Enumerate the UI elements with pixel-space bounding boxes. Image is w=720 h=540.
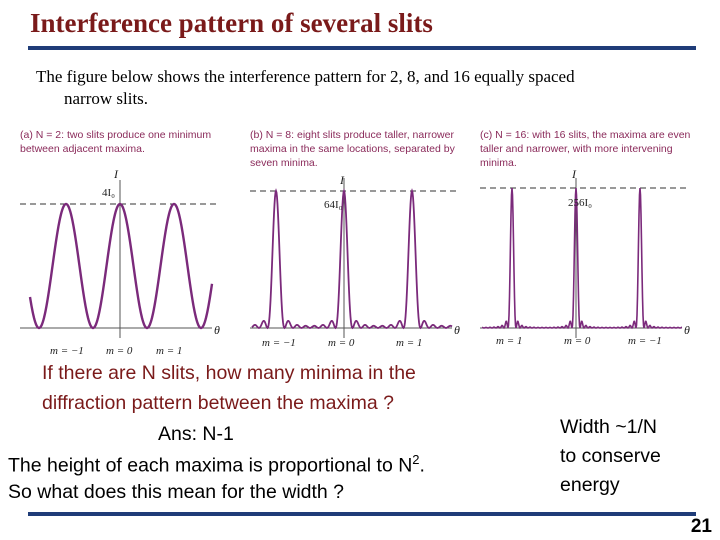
panel-c-peak-label: 256I₀ bbox=[568, 197, 592, 209]
panel-b-tick: m = 1 bbox=[396, 337, 422, 349]
panel-c-tick: m = 1 bbox=[496, 335, 522, 347]
panel-b-peak-label: 64I₀ bbox=[324, 199, 343, 211]
panel-c: (c) N = 16: with 16 slits, the maxima ar… bbox=[476, 128, 698, 360]
panel-c-caption-line: (c) N = 16: with 16 slits, the maxima ar… bbox=[480, 129, 691, 141]
panel-c-tick: m = 0 bbox=[564, 335, 591, 347]
width-question: So what does this mean for the width ? bbox=[8, 481, 345, 503]
panel-b-tick: m = −1 bbox=[262, 337, 296, 349]
side-note-line: to conserve bbox=[560, 445, 661, 467]
panel-a-caption-line: (a) N = 2: two slits produce one minimum bbox=[20, 129, 212, 141]
panel-b-plot: I 64I₀ θ m = −1 m = 0 m = 1 bbox=[250, 173, 460, 349]
panel-b: (b) N = 8: eight slits produce taller, n… bbox=[244, 128, 470, 360]
panel-a-tick: m = 0 bbox=[106, 345, 133, 357]
page-number: 21 bbox=[690, 516, 712, 537]
panel-c-plot: I 256I₀ θ m = 1 m = 0 m = −1 bbox=[480, 167, 690, 347]
height-statement: The height of each maxima is proportiona… bbox=[8, 452, 425, 478]
panel-b-curve bbox=[251, 188, 453, 330]
panel-c-caption: (c) N = 16: with 16 slits, the maxima ar… bbox=[480, 128, 690, 170]
panel-a-axis-label: I bbox=[113, 167, 119, 181]
top-divider bbox=[28, 46, 696, 50]
panel-a-caption: (a) N = 2: two slits produce one minimum… bbox=[20, 128, 211, 156]
panel-c-axis-label: I bbox=[571, 167, 577, 181]
side-note-line: Width ~1/N bbox=[560, 416, 657, 438]
panel-b-tick: m = 0 bbox=[328, 337, 355, 349]
panel-a-peak-label: 4I₀ bbox=[102, 187, 115, 199]
panel-c-tick: m = −1 bbox=[628, 335, 662, 347]
panel-b-axis-label: I bbox=[339, 173, 345, 187]
answer-text: Ans: N-1 bbox=[158, 423, 234, 445]
side-note: Width ~1/N to conserve energy bbox=[560, 413, 700, 500]
panel-a: (a) N = 2: two slits produce one minimum… bbox=[16, 128, 234, 360]
panel-b-caption-line: seven minima. bbox=[250, 157, 318, 169]
bottom-divider bbox=[28, 512, 696, 516]
question-line-1: If there are N slits, how many minima in… bbox=[42, 362, 416, 384]
panel-b-caption-line: maxima in the same locations, separated … bbox=[250, 143, 455, 155]
intro-line-1: The figure below shows the interference … bbox=[36, 67, 575, 86]
panel-c-curve bbox=[481, 187, 683, 330]
question-line-2: diffraction pattern between the maxima ? bbox=[42, 392, 394, 414]
panel-a-tick: m = 1 bbox=[156, 345, 182, 357]
panel-b-caption: (b) N = 8: eight slits produce taller, n… bbox=[250, 128, 455, 170]
side-note-line: energy bbox=[560, 474, 620, 496]
panel-c-caption-line: taller and narrower, with more interveni… bbox=[480, 143, 673, 155]
panel-c-theta: θ bbox=[684, 323, 690, 337]
panel-a-theta: θ bbox=[214, 323, 220, 337]
height-statement-exponent: 2 bbox=[412, 452, 420, 467]
panel-a-caption-line: between adjacent maxima. bbox=[20, 143, 145, 155]
intro-line-2: narrow slits. bbox=[64, 89, 149, 108]
height-statement-end: . bbox=[419, 454, 425, 477]
slide-title: Interference pattern of several slits bbox=[30, 8, 433, 38]
panel-a-plot: I 4I₀ θ m = −1 m = 0 m = 1 bbox=[20, 167, 220, 357]
panel-a-curve bbox=[28, 202, 214, 330]
height-statement-text: The height of each maxima is proportiona… bbox=[8, 454, 413, 477]
panel-a-tick: m = −1 bbox=[50, 345, 84, 357]
panel-c-caption-line: minima. bbox=[480, 157, 517, 169]
panel-b-caption-line: (b) N = 8: eight slits produce taller, n… bbox=[250, 129, 454, 141]
intro-text: The figure below shows the interference … bbox=[36, 66, 696, 110]
panel-b-theta: θ bbox=[454, 323, 460, 337]
